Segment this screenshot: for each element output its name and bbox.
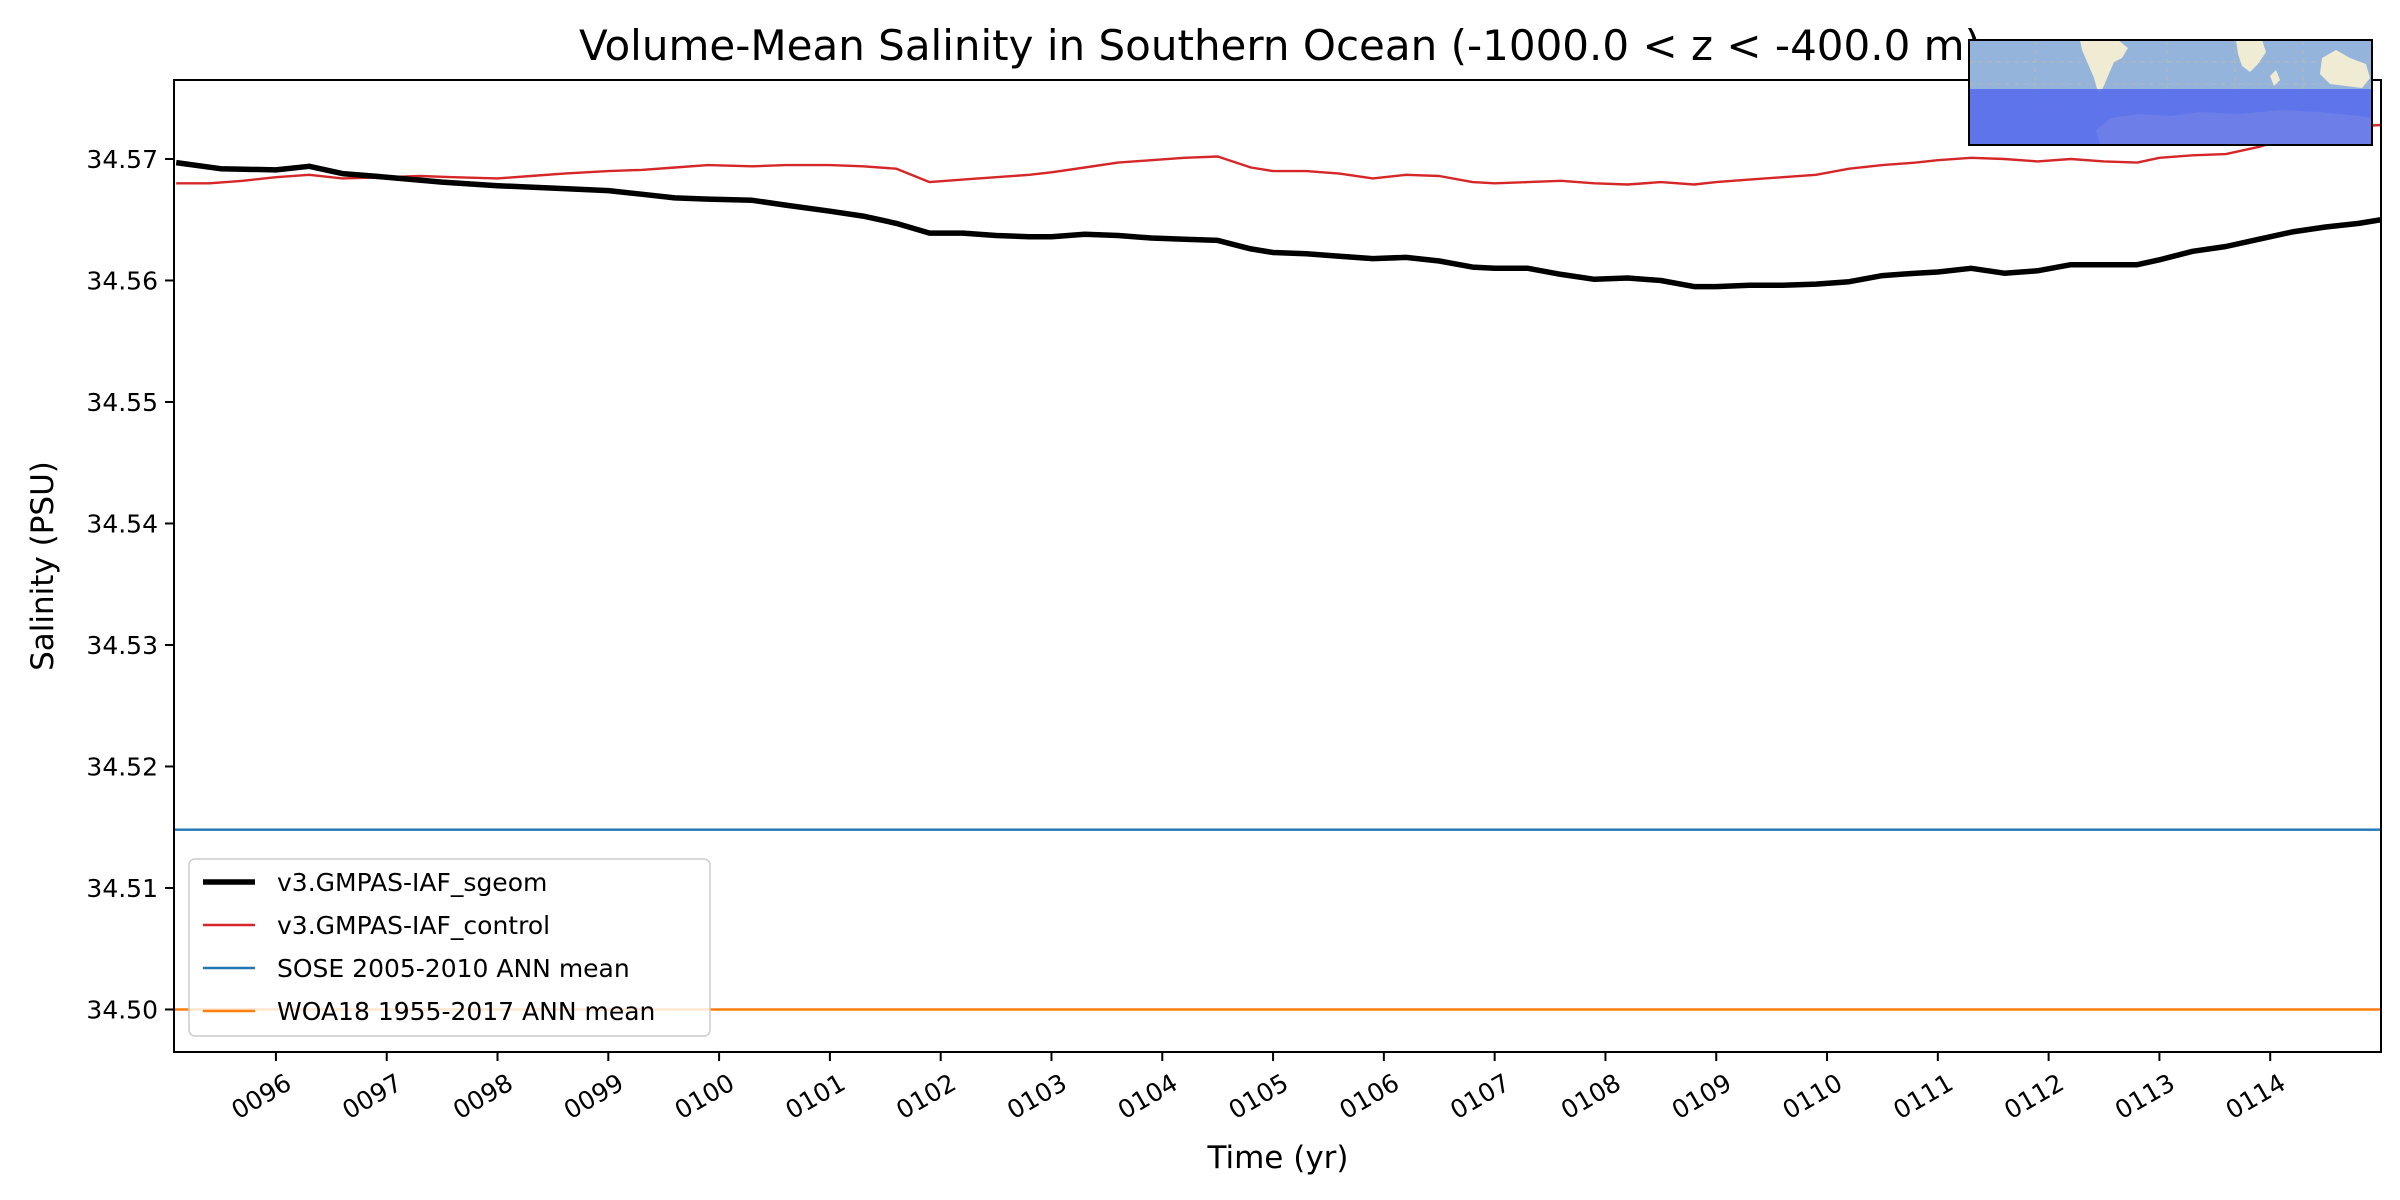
chart-title: Volume-Mean Salinity in Southern Ocean (…	[579, 21, 1981, 70]
x-axis-label: Time (yr)	[1207, 1140, 1349, 1176]
legend-label: v3.GMPAS-IAF_control	[277, 911, 550, 940]
y-tick-label: 34.50	[86, 995, 158, 1024]
map-frame	[1968, 39, 2373, 146]
map-highlighted-region	[1969, 89, 2372, 145]
series-line-0	[175, 159, 2381, 290]
inset-region-map	[1968, 39, 2373, 146]
y-tick-label: 34.56	[86, 266, 158, 295]
y-tick-label: 34.52	[86, 752, 158, 781]
plot-frame	[173, 79, 2382, 1053]
y-tick-label: 34.57	[86, 145, 158, 174]
legend: v3.GMPAS-IAF_sgeom v3.GMPAS-IAF_control SO…	[188, 858, 711, 1037]
y-tick-label: 34.54	[86, 509, 158, 538]
y-tick-label: 34.55	[86, 388, 158, 417]
y-tick-label: 34.51	[86, 874, 158, 903]
series-line-1	[176, 123, 2381, 186]
legend-label: v3.GMPAS-IAF_sgeom	[277, 868, 547, 897]
legend-label: WOA18 1955-2017 ANN mean	[277, 997, 655, 1026]
legend-label: SOSE 2005-2010 ANN mean	[277, 954, 630, 983]
y-axis-label: Salinity (PSU)	[25, 461, 61, 671]
y-tick-label: 34.53	[86, 631, 158, 660]
legend-box	[188, 858, 711, 1037]
y-axis: 34.50 34.51 34.52 34.53 34.54 34.55 34.56 34.57	[86, 145, 174, 1024]
